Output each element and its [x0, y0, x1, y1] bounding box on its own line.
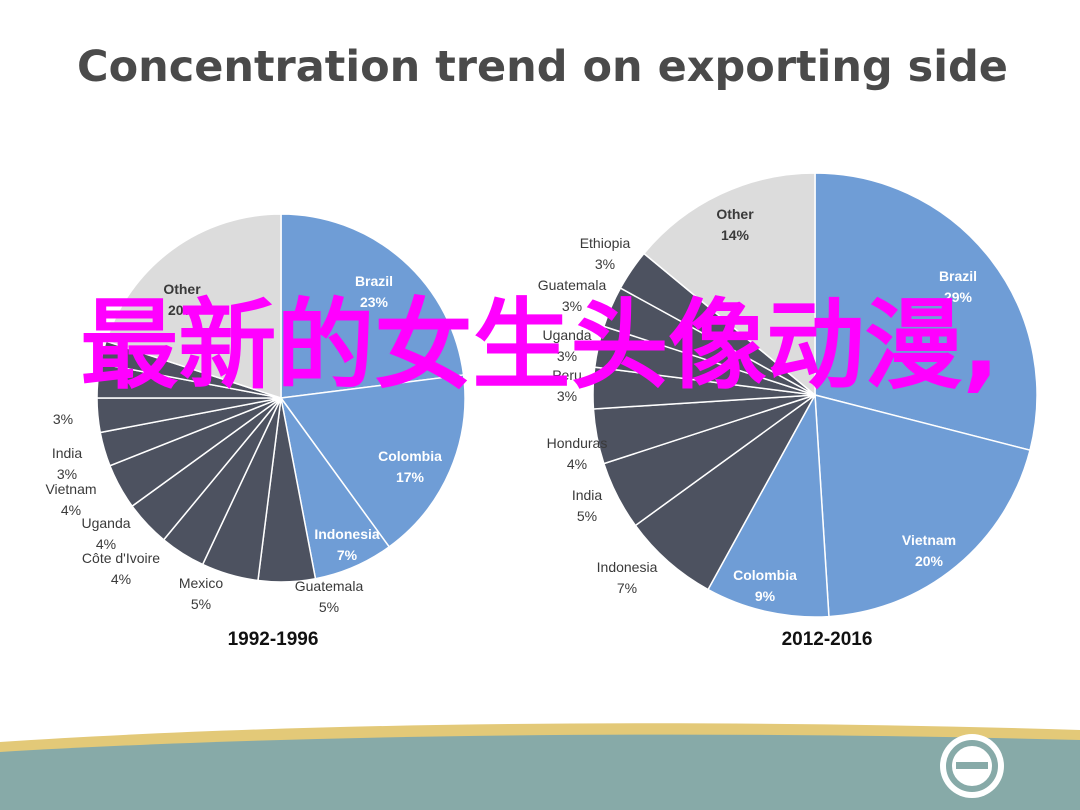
slice-label: Guatemala — [538, 277, 607, 293]
footer-teal-band — [0, 734, 1080, 810]
footer-logo-icon — [940, 734, 1004, 798]
slice-value: 4% — [61, 502, 81, 518]
pie-chart-2012-2016: Brazil 29% Vietnam 20% Colombia 9% Indonesia 7%… — [538, 172, 1038, 650]
slice-label: India — [572, 487, 603, 503]
slice-value: 4% — [111, 571, 131, 587]
slice-value: 7% — [617, 580, 637, 596]
slice-label: Côte d'Ivoire — [82, 550, 160, 566]
slice-value: 3% — [562, 298, 582, 314]
pie-period-title: 1992-1996 — [228, 629, 319, 650]
slice-label: Peru — [552, 367, 582, 383]
slice-value: 3% — [57, 466, 77, 482]
footer-gold-stripe — [0, 723, 1080, 756]
pie-slice-vietnam — [814, 394, 1031, 618]
slice-label: Honduras — [547, 435, 608, 451]
slice-label: Guatemala — [295, 578, 364, 594]
slice-label: Brazil — [355, 273, 393, 289]
slice-value: 14% — [721, 227, 750, 243]
pie-slice-brazil — [280, 213, 465, 399]
slice-value: 5% — [577, 508, 597, 524]
slice-value: 5% — [191, 596, 211, 612]
slice-value: 20% — [915, 553, 944, 569]
slice-value: 7% — [337, 547, 358, 563]
pie-charts: Brazil 23% Colombia 17% Indonesia 7% Guatemala… — [45, 172, 1038, 650]
slice-label: Other — [163, 281, 201, 297]
slice-label: Vietnam — [45, 481, 96, 497]
slice-value: 3% — [557, 388, 577, 404]
slice-value: 9% — [755, 588, 776, 604]
slice-value: 3% — [595, 256, 615, 272]
slice-label: Uganda — [81, 515, 130, 531]
slice-value: 3% — [557, 348, 577, 364]
slice-value: 23% — [360, 294, 389, 310]
slice-label: Other — [716, 206, 754, 222]
slice-label: Mexico — [179, 575, 224, 591]
slice-value: 17% — [396, 469, 425, 485]
pie-slice-colombia — [707, 392, 830, 618]
slice-value: 4% — [567, 456, 587, 472]
slice-label: Vietnam — [902, 532, 956, 548]
pie-slice-other — [105, 213, 282, 400]
slice-value: 20% — [168, 302, 197, 318]
slice-label: Colombia — [733, 567, 797, 583]
pie-slice-brazil — [814, 172, 1038, 452]
slice-label: Ethiopia — [580, 235, 631, 251]
footer-band — [0, 723, 1080, 810]
pie-period-title: 2012-2016 — [782, 629, 873, 650]
slice-label: Indonesia — [314, 526, 380, 542]
pie-slice-other — [642, 172, 816, 397]
slice-label: Indonesia — [597, 559, 658, 575]
slice-value: 4% — [96, 536, 116, 552]
pie-chart-1992-1996: Brazil 23% Colombia 17% Indonesia 7% Guatemala… — [45, 213, 466, 650]
slice-value: 3% — [53, 411, 73, 427]
slice-value: 5% — [319, 599, 339, 615]
slice-label: India — [52, 445, 83, 461]
pie-slice-colombia — [279, 374, 466, 548]
slice-label: Uganda — [542, 327, 591, 343]
slice-value: 29% — [944, 289, 973, 305]
slice-label: Brazil — [939, 268, 977, 284]
slice-label: Colombia — [378, 448, 442, 464]
slide-title: Concentration trend on exporting side — [77, 42, 1008, 92]
